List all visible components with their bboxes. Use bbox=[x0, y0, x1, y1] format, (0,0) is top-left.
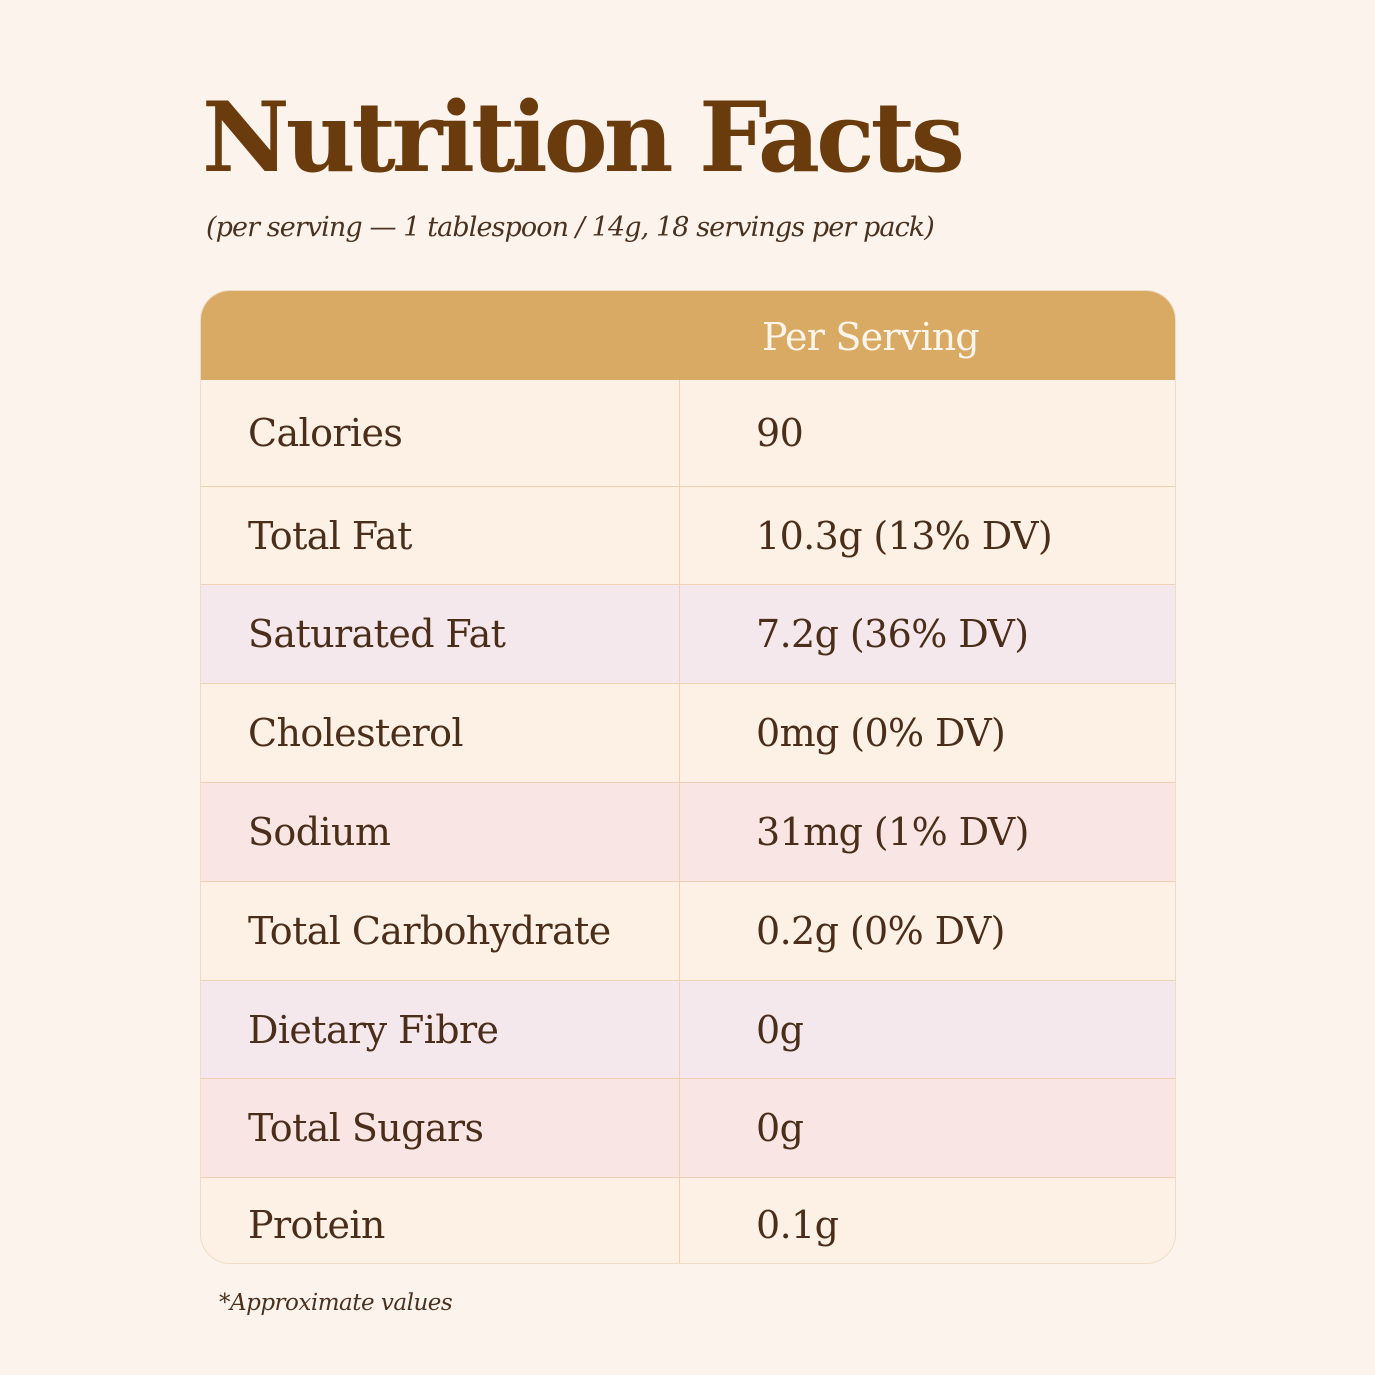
table-row: Total Sugars 0g bbox=[201, 1078, 1175, 1177]
table-row: Total Fat 10.3g (13% DV) bbox=[201, 486, 1175, 584]
table-header: Per Serving bbox=[201, 291, 1175, 380]
nutrient-name: Total Carbohydrate bbox=[248, 909, 611, 953]
nutrition-table: Per Serving Calories 90 Total Fat 10.3g (13… bbox=[200, 290, 1176, 1264]
table-row: Dietary Fibre 0g bbox=[201, 980, 1175, 1078]
nutrient-name: Dietary Fibre bbox=[248, 1007, 499, 1052]
nutrient-name: Saturated Fat bbox=[248, 612, 506, 656]
nutrient-name: Protein bbox=[248, 1202, 385, 1247]
table-row: Calories 90 bbox=[201, 380, 1175, 486]
nutrient-name: Total Sugars bbox=[248, 1106, 484, 1150]
nutrient-value: 0.2g (0% DV) bbox=[756, 909, 1006, 953]
column-header-per-serving: Per Serving bbox=[762, 315, 980, 359]
nutrient-value: 0.1g bbox=[756, 1202, 839, 1247]
nutrient-value: 0mg (0% DV) bbox=[756, 711, 1006, 755]
table-row: Saturated Fat 7.2g (36% DV) bbox=[201, 584, 1175, 683]
footnote: *Approximate values bbox=[219, 1290, 453, 1316]
nutrient-value: 90 bbox=[756, 411, 804, 455]
nutrient-value: 10.3g (13% DV) bbox=[756, 513, 1053, 558]
table-body: Calories 90 Total Fat 10.3g (13% DV) Saturat… bbox=[201, 380, 1175, 1263]
nutrient-value: 31mg (1% DV) bbox=[756, 810, 1029, 854]
table-row: Cholesterol 0mg (0% DV) bbox=[201, 683, 1175, 782]
nutrient-name: Sodium bbox=[248, 810, 391, 854]
table-row: Total Carbohydrate 0.2g (0% DV) bbox=[201, 881, 1175, 980]
nutrient-name: Calories bbox=[248, 411, 403, 455]
nutrient-name: Total Fat bbox=[248, 513, 412, 558]
nutrient-value: 0g bbox=[756, 1007, 804, 1052]
nutrient-value: 7.2g (36% DV) bbox=[756, 612, 1029, 656]
serving-info: (per serving — 1 tablespoon / 14g, 18 se… bbox=[206, 212, 935, 243]
nutrient-name: Cholesterol bbox=[248, 711, 464, 755]
column-divider bbox=[679, 380, 680, 1263]
table-row: Protein 0.1g bbox=[201, 1177, 1175, 1263]
nutrient-value: 0g bbox=[756, 1106, 804, 1150]
page-title: Nutrition Facts bbox=[202, 81, 965, 194]
table-row: Sodium 31mg (1% DV) bbox=[201, 782, 1175, 881]
